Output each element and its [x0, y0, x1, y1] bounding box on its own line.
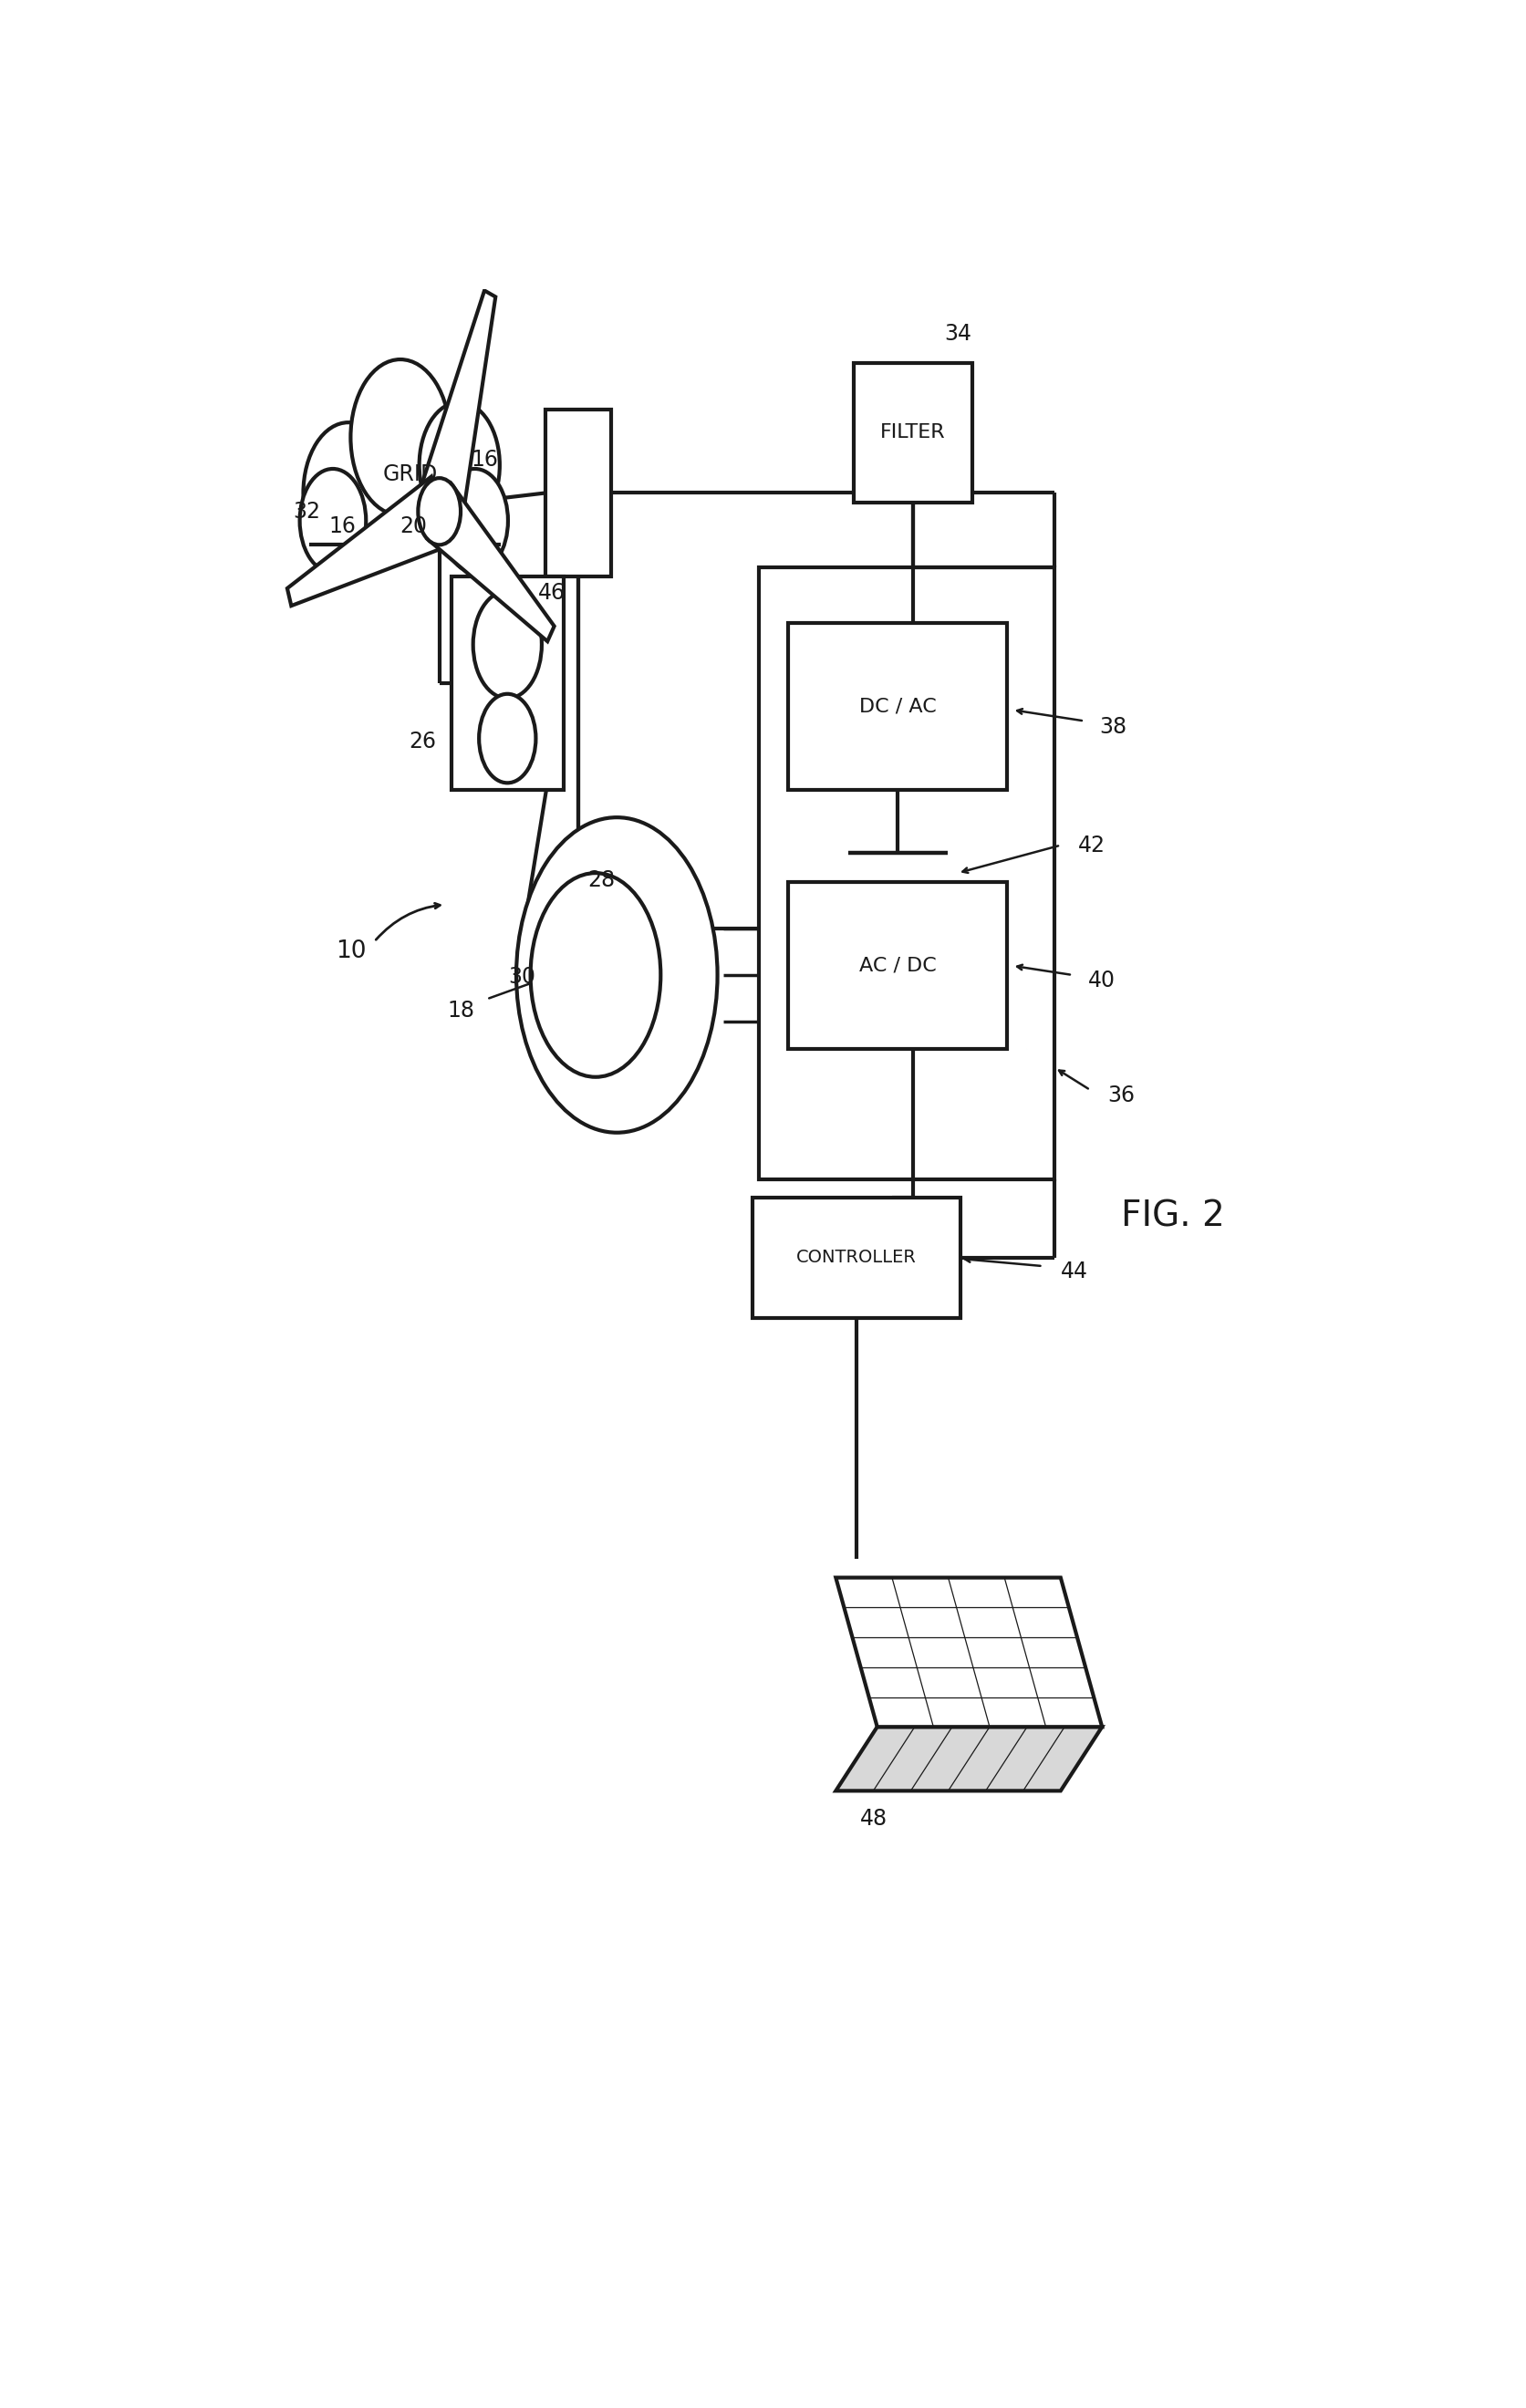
Text: 30: 30 [508, 966, 536, 987]
Circle shape [530, 874, 661, 1076]
Circle shape [441, 470, 508, 573]
Text: 26: 26 [409, 730, 435, 751]
Text: 36: 36 [1108, 1084, 1135, 1105]
Text: 16: 16 [328, 515, 356, 537]
Bar [452, 576, 563, 790]
Circle shape [304, 421, 394, 563]
Circle shape [299, 470, 366, 573]
Text: FILTER: FILTER [879, 424, 945, 441]
Text: 44: 44 [1061, 1262, 1088, 1283]
Text: FIG. 2: FIG. 2 [1120, 1199, 1224, 1233]
Circle shape [516, 816, 717, 1132]
Bar [758, 568, 1054, 1180]
Text: 32: 32 [293, 501, 320, 523]
Circle shape [420, 402, 499, 527]
Circle shape [418, 479, 461, 544]
Text: 18: 18 [447, 999, 475, 1021]
Circle shape [479, 694, 536, 783]
Polygon shape [835, 1727, 1102, 1792]
Text: 34: 34 [943, 323, 971, 344]
Bar [853, 364, 972, 503]
Circle shape [351, 359, 450, 515]
Text: 40: 40 [1087, 970, 1114, 992]
Text: 10: 10 [336, 939, 366, 963]
Text: 42: 42 [1077, 833, 1105, 857]
Text: 16: 16 [470, 448, 497, 470]
Polygon shape [427, 484, 554, 641]
Text: 20: 20 [400, 515, 427, 537]
Text: GRID: GRID [382, 462, 436, 486]
Polygon shape [417, 291, 496, 525]
Text: CONTROLLER: CONTROLLER [797, 1250, 916, 1267]
Text: 38: 38 [1099, 715, 1126, 737]
Bar [787, 624, 1007, 790]
Circle shape [473, 590, 542, 698]
Bar [752, 1197, 960, 1317]
Text: 46: 46 [537, 583, 565, 604]
Text: 48: 48 [859, 1808, 887, 1830]
Polygon shape [287, 477, 447, 607]
Bar [787, 881, 1007, 1050]
Polygon shape [835, 1577, 1102, 1727]
Text: AC / DC: AC / DC [859, 956, 935, 975]
Text: DC / AC: DC / AC [859, 696, 935, 715]
Text: 28: 28 [588, 869, 615, 891]
Bar [546, 409, 610, 576]
